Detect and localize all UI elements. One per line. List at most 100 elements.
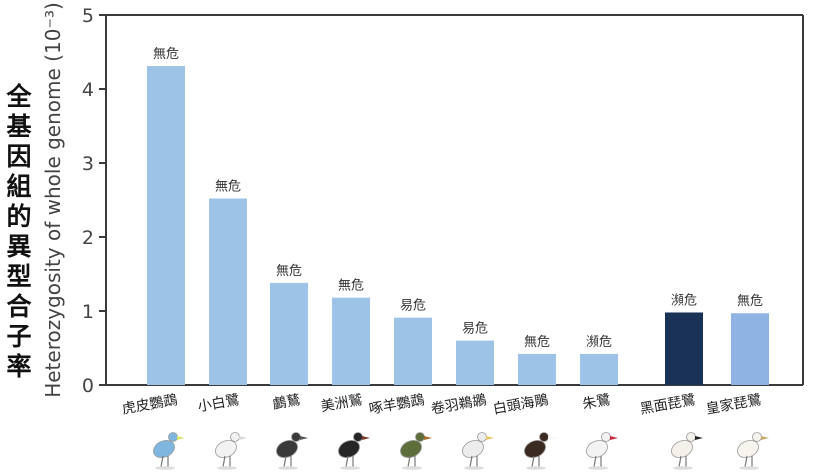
- cormorant-icon: [276, 432, 308, 470]
- bird-head: [168, 432, 178, 442]
- bird-icons: [153, 432, 769, 470]
- bar: [209, 198, 247, 385]
- bird-leg: [345, 455, 349, 468]
- conservation-status-label: 無危: [524, 335, 550, 350]
- conservation-status-label: 無危: [276, 264, 302, 279]
- bird-body: [215, 439, 237, 459]
- conservation-status-label: 易危: [400, 299, 426, 314]
- bird-body: [276, 439, 298, 459]
- bird-leg: [407, 455, 411, 468]
- category-label: 朱鷺: [581, 392, 611, 413]
- bird-body: [153, 439, 175, 459]
- category-label: 白頭海鵰: [492, 392, 550, 417]
- conservation-status-label: 無危: [737, 294, 763, 309]
- conservation-status-label: 易危: [462, 322, 488, 337]
- black-faced-spoonbill-icon: [671, 432, 703, 470]
- category-label: 啄羊鸚鵡: [368, 392, 426, 417]
- y-tick-label: 0: [82, 375, 94, 397]
- conservation-status-label: 無危: [215, 180, 241, 195]
- bird-leg: [160, 455, 164, 468]
- crested-ibis-icon: [586, 432, 618, 470]
- category-labels: 虎皮鸚鵡 小白鷺 鸕鶿 美洲鷲 啄羊鸚鵡 卷羽鵜鶘 白頭海鵰 朱鷺 黑面琵鷺 皇家琵鷺: [121, 391, 763, 417]
- category-label: 黑面琵鷺: [639, 392, 697, 417]
- bird-beak: [362, 436, 370, 440]
- bird-beak: [300, 436, 308, 440]
- bird-beak: [548, 436, 556, 440]
- bar: [456, 340, 494, 385]
- bird-shadow: [402, 466, 422, 470]
- bird-beak: [424, 436, 432, 440]
- little-egret-icon: [215, 432, 247, 470]
- bird-beak: [610, 436, 618, 440]
- bird-head: [601, 432, 611, 442]
- bird-shadow: [155, 466, 175, 470]
- conservation-status-label: 無危: [153, 47, 179, 62]
- bird-head: [291, 432, 301, 442]
- budgerigar-icon: [153, 432, 185, 470]
- bird-body: [462, 439, 484, 459]
- bird-leg: [678, 455, 682, 468]
- bar: [147, 66, 185, 385]
- bar: [665, 312, 703, 385]
- y-tick-label: 2: [82, 227, 94, 249]
- bird-leg: [222, 455, 226, 468]
- bar: [731, 313, 769, 385]
- y-tick-label: 4: [82, 79, 94, 101]
- category-label: 小白鷺: [197, 392, 241, 415]
- category-label: 美洲鷲: [320, 392, 364, 415]
- bird-body: [737, 439, 759, 459]
- bird-shadow: [278, 466, 298, 470]
- vulture-icon: [338, 432, 370, 470]
- category-label: 虎皮鸚鵡: [121, 392, 179, 417]
- bird-leg: [744, 455, 748, 468]
- y-tick-label: 3: [82, 153, 94, 175]
- y-tick-label: 5: [82, 5, 94, 27]
- category-label: 卷羽鵜鶘: [430, 392, 488, 417]
- bird-body: [338, 439, 360, 459]
- royal-spoonbill-icon: [737, 432, 769, 470]
- bird-head: [686, 432, 696, 442]
- category-label: 鸕鶿: [271, 392, 301, 413]
- bird-head: [230, 432, 240, 442]
- bird-body: [586, 439, 608, 459]
- bird-beak: [177, 436, 185, 440]
- bird-head: [415, 432, 425, 442]
- y-axis-title: Heterozygosity of whole genome (10⁻³): [41, 2, 65, 398]
- bald-eagle-icon: [524, 432, 556, 470]
- bird-head: [477, 432, 487, 442]
- bird-head: [353, 432, 363, 442]
- bird-beak: [239, 436, 247, 440]
- bar: [518, 353, 556, 385]
- bird-beak: [486, 436, 494, 440]
- conservation-status-label: 無危: [338, 279, 364, 294]
- bird-leg: [593, 455, 597, 468]
- bird-shadow: [739, 466, 759, 470]
- bird-leg: [531, 455, 535, 468]
- bird-leg: [283, 455, 287, 468]
- bar: [394, 317, 432, 385]
- bird-head: [539, 432, 549, 442]
- bird-shadow: [526, 466, 546, 470]
- bird-shadow: [340, 466, 360, 470]
- bar: [332, 297, 370, 385]
- kea-icon: [400, 432, 432, 470]
- bird-body: [671, 439, 693, 459]
- bird-beak: [761, 436, 769, 440]
- y-ticks: 0 1 2 3 4 5: [82, 5, 106, 397]
- bar: [270, 282, 308, 385]
- bird-head: [752, 432, 762, 442]
- pelican-icon: [462, 432, 494, 470]
- bird-shadow: [464, 466, 484, 470]
- bar: [580, 353, 618, 385]
- bird-shadow: [217, 466, 237, 470]
- bird-body: [400, 439, 422, 459]
- y-tick-label: 1: [82, 301, 94, 323]
- conservation-status-label: 瀕危: [586, 335, 612, 350]
- bird-leg: [469, 455, 473, 468]
- bird-shadow: [588, 466, 608, 470]
- conservation-status-label: 瀕危: [671, 293, 697, 308]
- chinese-axis-title: 全基因組的異型合子率: [6, 82, 32, 381]
- bird-beak: [695, 436, 703, 440]
